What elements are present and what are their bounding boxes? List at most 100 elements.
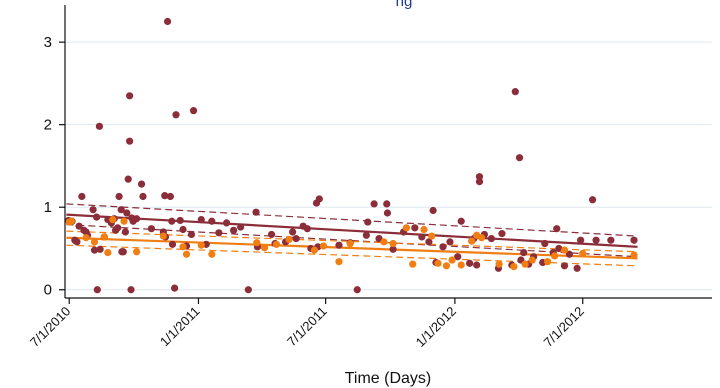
series-0-point-95 (473, 261, 481, 269)
series-0-point-85 (425, 238, 433, 246)
series-0-point-46 (176, 216, 184, 225)
series-1-point-17 (285, 235, 293, 243)
series-0-point-57 (237, 223, 245, 231)
series-1-point-26 (420, 225, 428, 234)
series-1-point-13 (208, 250, 216, 258)
series-1-point-27 (428, 232, 436, 240)
series-0-point-103 (511, 88, 519, 96)
series-0-point-90 (454, 253, 462, 261)
x-tick-label-3: 1/1/2012 (413, 304, 459, 350)
series-1-point-4 (100, 233, 108, 241)
series-0-point-83 (411, 224, 419, 232)
series-0-point-116 (573, 264, 581, 272)
series-0-point-77 (370, 200, 378, 208)
x-axis-title: Time (Days) (345, 370, 432, 387)
series-0-point-88 (439, 243, 447, 251)
series-0-point-72 (335, 241, 343, 249)
series-1-point-34 (477, 234, 486, 242)
series-1-point-30 (448, 256, 456, 264)
series-1-point-42 (579, 249, 587, 258)
series-1-point-41 (560, 246, 569, 254)
series-0-ci-upper (66, 203, 638, 237)
series-1-point-9 (159, 232, 167, 240)
y-tick-label-3: 3 (44, 34, 52, 51)
series-1-point-20 (335, 258, 343, 266)
series-1-point-28 (434, 259, 442, 267)
series-1-point-11 (182, 250, 191, 258)
x-tick-label-1: 1/1/2011 (157, 304, 203, 350)
series-0-point-53 (208, 217, 216, 225)
series-0-point-49 (187, 230, 196, 239)
series-0-point-114 (560, 262, 569, 270)
series-0-point-118 (588, 196, 597, 204)
series-0-point-71 (315, 195, 323, 203)
series-0-point-5 (78, 192, 86, 201)
series-1-point-36 (510, 263, 518, 271)
series-0-point-20 (114, 224, 122, 232)
y-tick-label-0: 0 (44, 282, 52, 299)
series-1-point-24 (402, 224, 411, 232)
series-1-point-10 (179, 243, 187, 251)
series-0-point-45 (172, 111, 180, 119)
series-0-point-121 (630, 236, 638, 244)
series-0-point-47 (179, 225, 187, 234)
series-1-ci-upper (66, 230, 638, 253)
x-tick-label-2: 7/1/2011 (284, 304, 330, 350)
series-1-point-21 (346, 239, 354, 248)
y-tick-label-1: 1 (44, 199, 52, 216)
series-0-point-29 (126, 137, 134, 145)
series-1-point-15 (260, 244, 269, 252)
series-0-point-28 (126, 92, 134, 100)
series-0-point-21 (115, 192, 123, 201)
series-0-point-33 (133, 215, 141, 223)
series-0-point-54 (215, 229, 223, 237)
series-0-point-3 (73, 238, 81, 246)
series-0-point-113 (555, 244, 563, 253)
series-1-point-7 (120, 217, 128, 225)
series-0-point-42 (168, 217, 176, 225)
series-1-point-22 (380, 238, 388, 246)
series-0-point-59 (252, 208, 260, 216)
series-0-point-12 (93, 286, 101, 294)
series-1-point-18 (310, 246, 318, 254)
series-0-point-74 (353, 286, 361, 294)
series-0-point-34 (137, 180, 146, 188)
series-0-point-43 (168, 240, 177, 248)
series-0-point-11 (93, 213, 101, 221)
series-1-point-16 (272, 240, 281, 248)
series-0-point-96 (475, 173, 484, 181)
series-0-point-30 (127, 286, 135, 294)
gridlines (65, 41, 712, 291)
y-axis-ticks: 0 1 2 3 (44, 34, 65, 299)
series-0-point-81 (389, 245, 397, 253)
series-0-point-79 (383, 200, 391, 208)
data-points (64, 17, 638, 294)
series-1-point-29 (442, 262, 451, 270)
series-0-point-55 (222, 219, 231, 227)
series-1-point-19 (319, 242, 328, 250)
series-0-point-51 (197, 215, 205, 224)
chart-title-fragment: ng (396, 0, 413, 10)
series-0-point-4 (75, 222, 83, 230)
series-1-point-5 (104, 249, 112, 257)
series-0-point-36 (147, 225, 156, 233)
series-1-point-39 (544, 258, 552, 266)
series-0-point-84 (418, 233, 426, 241)
series-1-point-31 (457, 261, 465, 269)
series-0-point-22 (117, 206, 125, 214)
series-1-point-12 (197, 241, 205, 249)
x-axis-ticks: 7/1/2010 1/1/2011 7/1/2011 1/1/2012 7/1/2012 (27, 298, 587, 350)
series-0-point-24 (119, 248, 127, 256)
series-0-point-41 (166, 192, 174, 201)
series-0-point-14 (96, 245, 104, 253)
series-1-point-25 (409, 260, 417, 268)
series-0-point-26 (123, 209, 131, 217)
series-0-point-97 (475, 178, 484, 186)
series-0-point-10 (90, 246, 99, 254)
series-0-point-56 (229, 226, 238, 234)
series-1-point-23 (389, 239, 397, 248)
series-1-point-43 (630, 251, 638, 259)
series-0-point-64 (289, 228, 297, 236)
series-0-point-25 (121, 228, 130, 236)
